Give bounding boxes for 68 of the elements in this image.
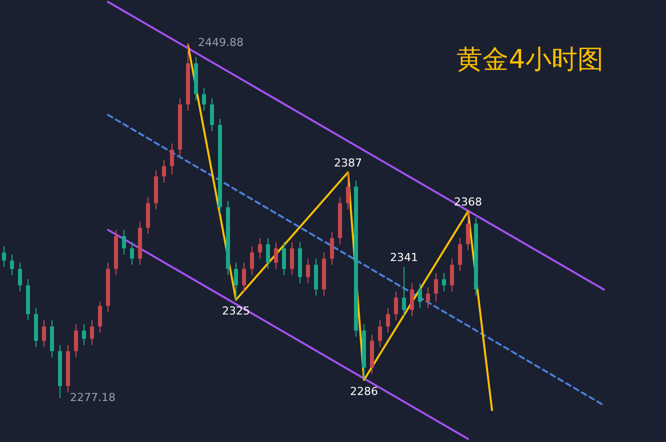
candlestick (474, 217, 478, 296)
candlestick (130, 242, 134, 266)
annotation: 2449.88 (198, 36, 244, 50)
candlestick (274, 242, 278, 270)
candlestick (466, 210, 470, 251)
candlestick (394, 291, 398, 321)
annotation: 2341 (390, 250, 418, 264)
candlestick (210, 98, 214, 132)
annotation: 2368 (454, 195, 482, 208)
candlestick (458, 238, 462, 272)
annotation: 2286 (350, 384, 378, 398)
candlestick (442, 272, 446, 292)
candlestick (90, 320, 94, 346)
candlestick (82, 324, 86, 346)
text: 黄金4小时图 (456, 45, 604, 75)
candlestick (186, 42, 190, 112)
candlestick (418, 282, 422, 308)
candlestick (194, 56, 198, 101)
candlestick (178, 98, 182, 156)
candlestick (234, 262, 238, 300)
candlestick (450, 258, 454, 292)
candlestick (266, 238, 270, 270)
candlestick (18, 262, 22, 292)
candlestick (402, 266, 406, 317)
candlestick (370, 334, 374, 374)
candlestick (58, 344, 62, 399)
candlestick (306, 258, 310, 284)
candlestick (74, 324, 78, 358)
candlestick (138, 221, 142, 266)
candlestick (250, 246, 254, 276)
candlestick (26, 278, 30, 321)
candlestick (226, 200, 230, 276)
candlestick (66, 344, 70, 393)
candlestick (2, 246, 6, 268)
candlestick (322, 252, 326, 296)
candlestick (258, 238, 262, 260)
candlestick (282, 242, 286, 276)
candlestick (114, 229, 118, 276)
candlestick (170, 142, 174, 175)
candlestick (362, 324, 366, 380)
candlestick (154, 170, 158, 210)
candlestick (298, 242, 302, 284)
candlestick (434, 272, 438, 302)
candlestick (386, 307, 390, 334)
candlestick (10, 254, 14, 276)
candlestick (426, 286, 430, 308)
annotation: 2387 (334, 156, 362, 170)
candlestick (330, 231, 334, 266)
candlestick (242, 262, 246, 292)
candlestick (106, 262, 110, 313)
candlestick (314, 258, 318, 296)
candlestick (42, 320, 46, 348)
candlestick (378, 320, 382, 348)
candlestick (50, 320, 54, 358)
annotation: 2325 (222, 304, 250, 318)
candlestick (202, 87, 206, 112)
candlestick (162, 159, 166, 184)
candlestick (146, 196, 150, 234)
candlestick (410, 282, 414, 317)
candlestick (34, 307, 38, 348)
candlestick (122, 229, 126, 256)
candlestick (346, 172, 350, 210)
annotation: 2277.18 (70, 391, 116, 404)
candlestick (290, 242, 294, 276)
candlestick (354, 180, 358, 338)
candlestick (98, 301, 102, 334)
candlestick (338, 196, 342, 245)
candlestick (218, 118, 222, 214)
